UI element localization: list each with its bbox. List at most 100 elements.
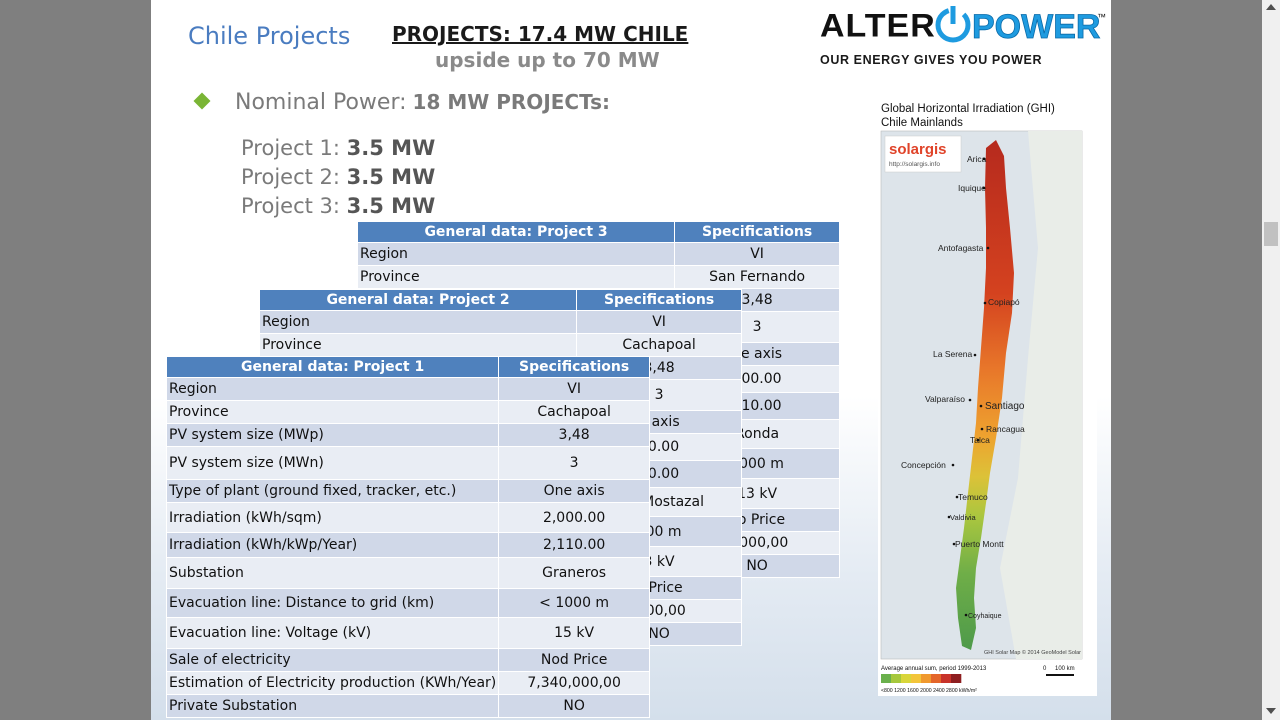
table-header: Specifications — [674, 221, 840, 243]
city-label: Temuco — [958, 492, 988, 502]
map-cities: Arica Iquique Antofagasta Copiapó La Ser… — [901, 154, 1025, 620]
table-cell: Sale of electricity — [165, 648, 500, 672]
project-line-3: Project 3: 3.5 MW — [241, 194, 435, 218]
vertical-scrollbar[interactable] — [1262, 0, 1280, 720]
table-cell: Estimation of Electricity production (KW… — [165, 671, 500, 695]
table-cell: Province — [258, 333, 578, 357]
legend-swatch — [941, 674, 952, 683]
table-cell: PV system size (MWp) — [165, 423, 500, 447]
logo-tagline: OUR ENERGY GIVES YOU POWER — [820, 53, 1042, 67]
nominal-label: Nominal Power: — [235, 90, 407, 115]
table-cell: 3,48 — [498, 423, 650, 447]
table-cell: Region — [165, 377, 500, 401]
alterpower-logo: ALTER POWER ™ OUR ENERGY GIVES YOU POWER — [816, 4, 1111, 68]
nominal-power: Nominal Power: 18 MW PROJECTs: — [235, 90, 610, 115]
logo-brand-right: POWER — [972, 8, 1100, 46]
table-cell: VI — [576, 310, 742, 334]
table-cell: 7,340,000,00 — [498, 671, 650, 695]
project-value: 3.5 MW — [346, 136, 436, 160]
city-label: Antofagasta — [938, 243, 984, 253]
project-value: 3.5 MW — [346, 194, 436, 218]
city-label: Talca — [970, 435, 990, 445]
table-cell: Graneros — [498, 557, 650, 589]
table-cell: San Fernando — [674, 265, 840, 289]
chile-shape — [956, 140, 1014, 650]
headline: PROJECTS: 17.4 MW CHILE — [392, 22, 689, 46]
map-title: Global Horizontal Irradiation (GHI) — [881, 103, 1055, 115]
city-label: Iquique — [958, 183, 986, 193]
legend-swatch — [911, 674, 922, 683]
scroll-thumb[interactable] — [1264, 222, 1278, 246]
bullet-diamond-icon — [193, 92, 211, 110]
table-row: PV system size (MWn) 3 — [165, 446, 650, 480]
table-row: Evacuation line: Voltage (kV) 15 kV — [165, 617, 650, 649]
table-cell: Province — [356, 265, 676, 289]
city-label: Coyhaique — [968, 613, 1002, 620]
table-row: Province Cachapoal — [165, 400, 650, 424]
logo-tm: ™ — [1097, 12, 1106, 22]
city-label: Valdivia — [950, 513, 977, 522]
table-cell: < 1000 m — [498, 588, 650, 618]
legend-swatch — [891, 674, 902, 683]
legend-swatch — [881, 674, 892, 683]
table-header: Specifications — [498, 356, 650, 378]
table-cell: Cachapoal — [576, 333, 742, 357]
project-value: 3.5 MW — [346, 165, 436, 189]
table-row: PV system size (MWp) 3,48 — [165, 423, 650, 447]
city-label: Concepción — [901, 460, 946, 470]
subheadline: upside up to 70 MW — [435, 48, 660, 72]
legend-swatch — [921, 674, 932, 683]
table-cell: Substation — [165, 557, 500, 589]
city-label: Puerto Montt — [955, 539, 1004, 549]
table-row: Irradiation (kWh/kWp/Year) 2,110.00 — [165, 532, 650, 558]
city-label: Copiapó — [988, 297, 1020, 307]
city-label: Santiago — [985, 401, 1025, 412]
table-header: General data: Project 2 — [258, 289, 578, 311]
table-cell: Cachapoal — [498, 400, 650, 424]
table-row: Region VI — [165, 377, 650, 401]
project-label: Project 3: — [241, 194, 340, 218]
table-cell: Irradiation (kWh/kWp/Year) — [165, 532, 500, 558]
table-cell: 3 — [498, 446, 650, 480]
legend-swatch — [931, 674, 942, 683]
ghi-map: Global Horizontal Irradiation (GHI) Chil… — [878, 98, 1097, 696]
table-cell: Irradiation (kWh/sqm) — [165, 502, 500, 533]
table-row: Province San Fernando — [356, 265, 840, 289]
table-header: Specifications — [576, 289, 742, 311]
logo-brand-left: ALTER — [820, 8, 936, 44]
nominal-value: 18 MW PROJECTs: — [412, 90, 610, 114]
table-header: General data: Project 3 — [356, 221, 676, 243]
table-cell: 15 kV — [498, 617, 650, 649]
legend-colorbar — [881, 674, 962, 683]
table-row: Region VI — [356, 242, 840, 266]
table-header: General data: Project 1 — [165, 356, 500, 378]
table-row: Sale of electricity Nod Price — [165, 648, 650, 672]
table-cell: Type of plant (ground fixed, tracker, et… — [165, 479, 500, 503]
table-row: Substation Graneros — [165, 557, 650, 589]
section-title: Chile Projects — [188, 22, 351, 50]
scroll-down-arrow-icon[interactable] — [1266, 708, 1276, 714]
table-cell: Nod Price — [498, 648, 650, 672]
scale-end: 100 km — [1055, 666, 1075, 672]
table-row: Region VI — [258, 310, 742, 334]
project-line-1: Project 1: 3.5 MW — [241, 136, 435, 160]
scroll-up-arrow-icon[interactable] — [1266, 4, 1276, 10]
power-icon — [935, 6, 971, 43]
table-cell: Province — [165, 400, 500, 424]
table-cell: Evacuation line: Distance to grid (km) — [165, 588, 500, 618]
project-label: Project 2: — [241, 165, 340, 189]
table-cell: 2,110.00 — [498, 532, 650, 558]
project-line-2: Project 2: 3.5 MW — [241, 165, 435, 189]
city-label: Rancagua — [986, 424, 1025, 434]
scale-start: 0 — [1043, 666, 1047, 672]
table-cell: 2,000.00 — [498, 502, 650, 533]
table-cell: VI — [674, 242, 840, 266]
table-cell: NO — [498, 694, 650, 718]
table-cell: Region — [258, 310, 578, 334]
table-cell: PV system size (MWn) — [165, 446, 500, 480]
project-label: Project 1: — [241, 136, 340, 160]
table-cell: One axis — [498, 479, 650, 503]
legend-swatch — [901, 674, 912, 683]
table-row: Estimation of Electricity production (KW… — [165, 671, 650, 695]
city-label: Arica — [967, 154, 987, 164]
